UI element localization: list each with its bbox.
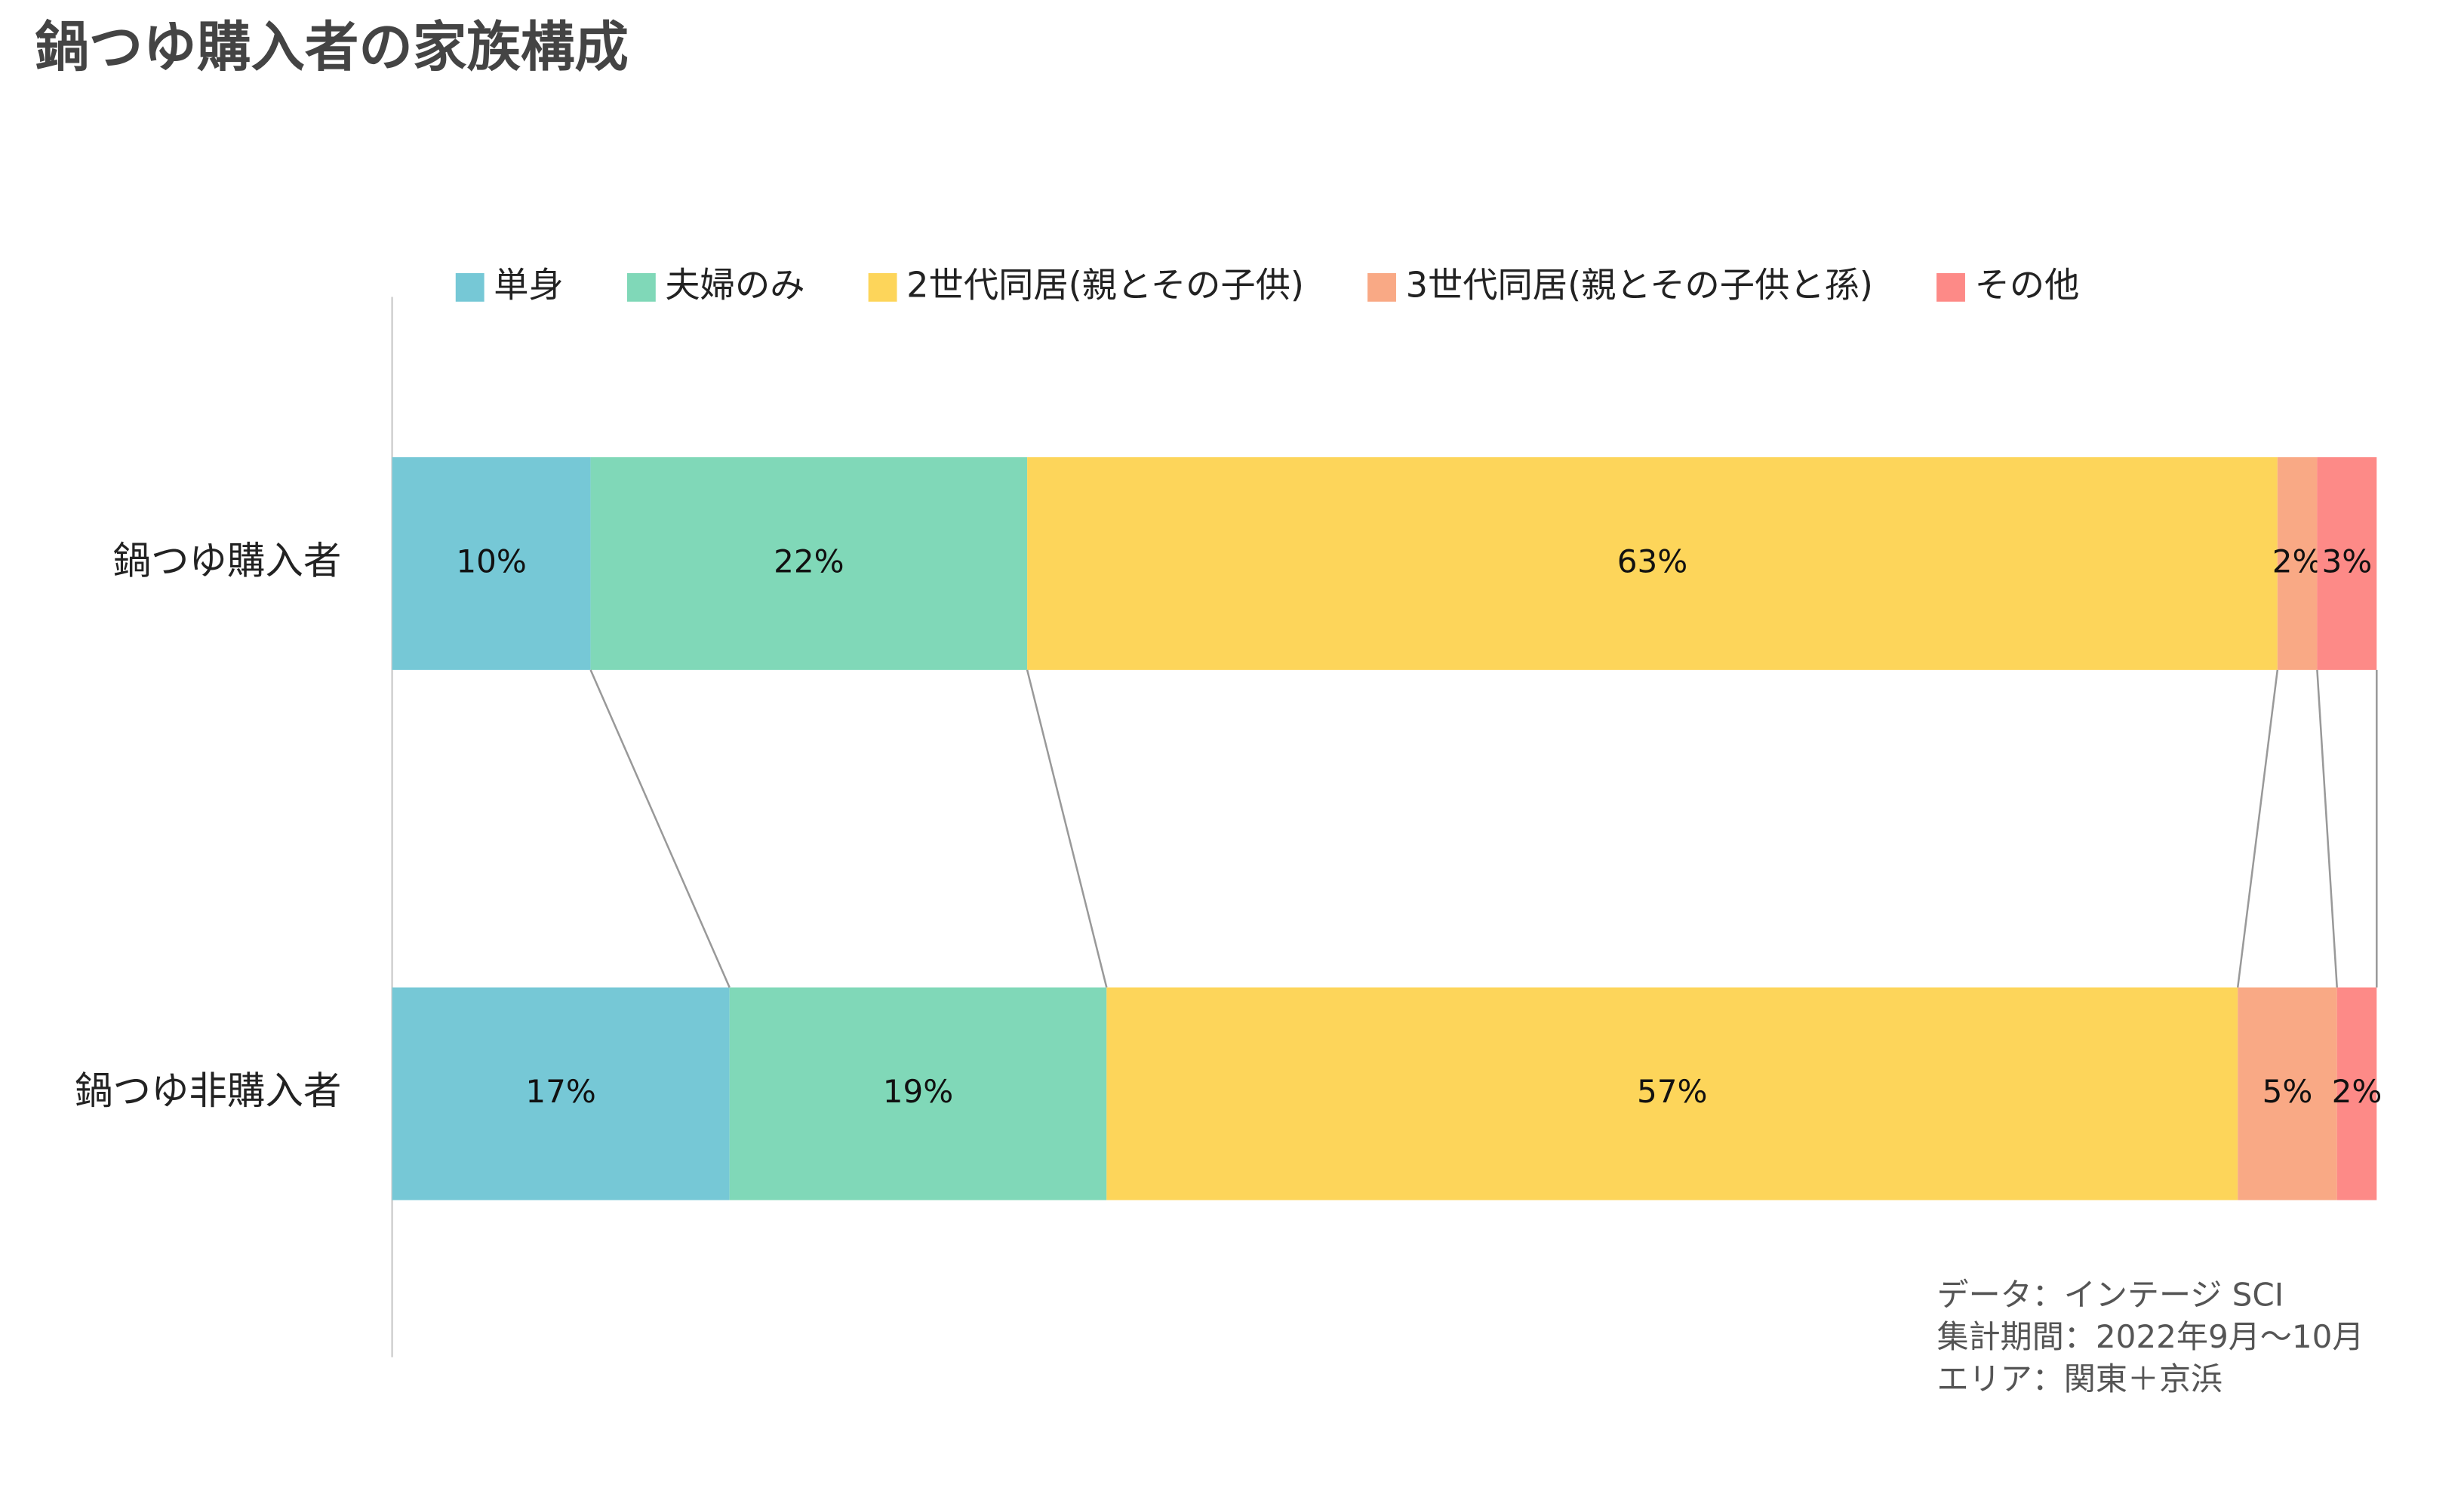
bar-segment [590, 456, 1028, 670]
footnote: データ：インテージ SCI [1937, 1276, 2284, 1313]
bar-segment [1027, 456, 2278, 670]
bar-segment [392, 456, 591, 670]
data-label: 22% [774, 543, 844, 579]
data-label: 2% [2332, 1073, 2382, 1110]
legend-label: 3世代同居(親とその子供と孫) [1406, 264, 1873, 305]
bar-segment [729, 987, 1107, 1200]
footnote: エリア：関東＋京浜 [1937, 1360, 2223, 1397]
data-label: 17% [525, 1073, 596, 1110]
data-label: 2% [2272, 543, 2323, 579]
legend-swatch [626, 272, 656, 302]
connector-line [2236, 669, 2279, 988]
connector-line [589, 669, 731, 988]
connector-line [1026, 669, 1108, 988]
legend-swatch [455, 272, 484, 302]
data-label: 3% [2321, 543, 2372, 579]
y-tick-label: 鍋つゆ非購入者 [75, 1068, 341, 1113]
legend-label: 単身 [494, 264, 564, 305]
data-label: 63% [1617, 543, 1688, 579]
legend-swatch [1936, 272, 1965, 302]
bar-segment [392, 987, 730, 1200]
bar-segment [2277, 456, 2318, 670]
legend-label: その他 [1975, 264, 2080, 305]
bar-segment [2336, 987, 2377, 1200]
bar-segment [2317, 456, 2377, 670]
bar-segment [2238, 987, 2337, 1200]
data-label: 5% [2263, 1073, 2313, 1110]
data-label: 10% [456, 543, 527, 579]
legend-label: 夫婦のみ [665, 264, 804, 305]
legend-swatch [868, 272, 897, 302]
data-label: 57% [1637, 1073, 1708, 1110]
chart-title: 鍋つゆ購入者の家族構成 [35, 16, 629, 78]
footnote: 集計期間：2022年9月～10月 [1937, 1318, 2364, 1355]
connector-line [2316, 669, 2338, 988]
legend-label: 2世代同居(親とその子供) [906, 264, 1304, 305]
data-label: 19% [883, 1073, 954, 1110]
legend-swatch [1367, 272, 1396, 302]
bar-segment [1106, 987, 2238, 1200]
y-tick-label: 鍋つゆ購入者 [112, 538, 341, 583]
